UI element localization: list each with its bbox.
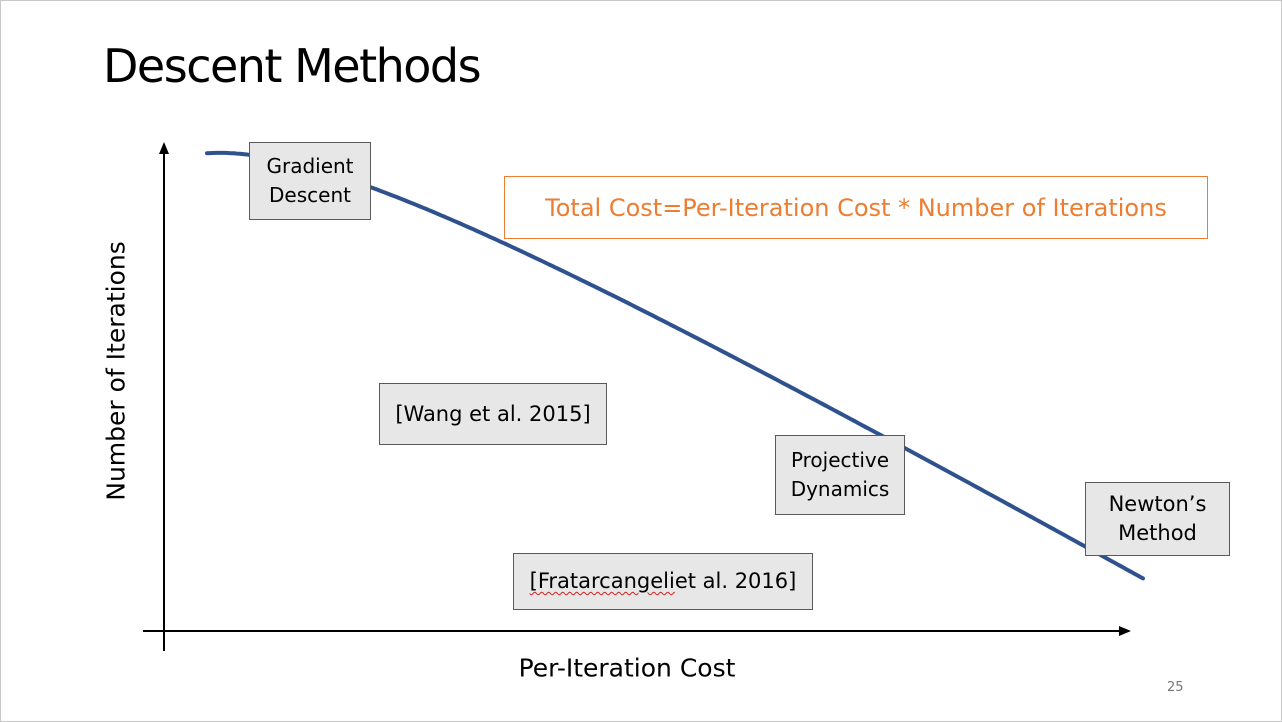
y-axis-label: Number of Iterations: [101, 241, 131, 501]
x-axis-label: Per-Iteration Cost: [518, 653, 736, 683]
slide-title: Descent Methods: [103, 39, 482, 93]
fratarcangeli-rest: et al. 2016]: [674, 569, 797, 593]
projective-dynamics-box: Projective Dynamics: [775, 435, 905, 515]
fratarcangeli-2016-box: [Fratarcangeli et al. 2016]: [513, 553, 813, 610]
gradient-descent-box: Gradient Descent: [249, 142, 371, 220]
total-cost-formula: Total Cost=Per-Iteration Cost * Number o…: [504, 176, 1208, 239]
wang-2015-box: [Wang et al. 2015]: [379, 383, 607, 445]
page-number: 25: [1167, 680, 1184, 695]
fratarcangeli-name: [Fratarcangeli: [529, 569, 675, 593]
newtons-method-box: Newton’s Method: [1085, 482, 1230, 556]
